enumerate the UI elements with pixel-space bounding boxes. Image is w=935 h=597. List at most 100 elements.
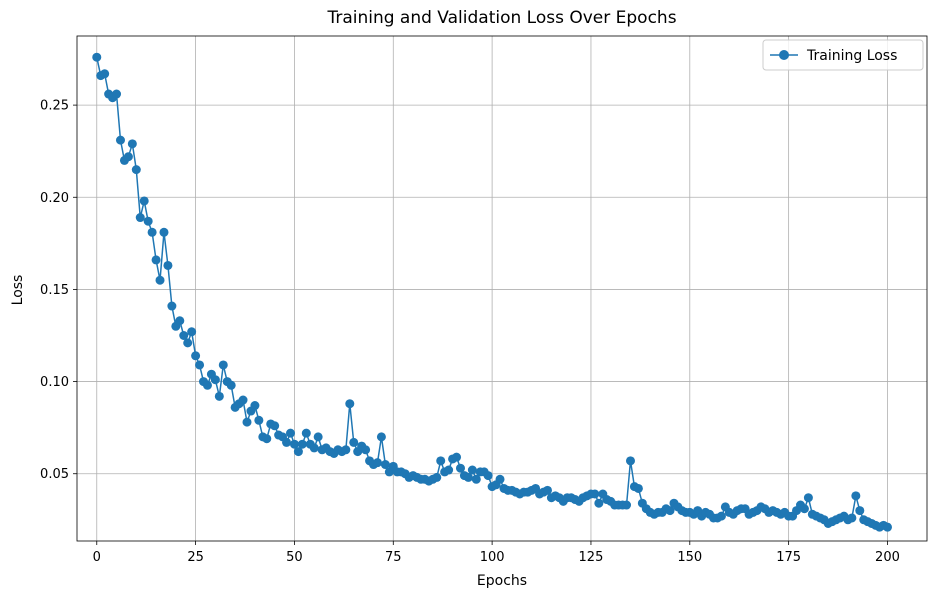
data-point [495, 474, 505, 484]
data-point [92, 52, 102, 62]
data-point [123, 152, 133, 162]
data-point [471, 474, 481, 484]
data-point [131, 165, 141, 175]
data-point [372, 458, 382, 468]
data-point [218, 360, 228, 370]
data-point [313, 432, 323, 442]
x-tick-label: 50 [286, 550, 303, 565]
data-point [250, 401, 260, 411]
data-point [847, 513, 857, 523]
data-point [127, 139, 137, 149]
data-point [855, 506, 865, 516]
data-point [341, 445, 351, 455]
data-point [622, 500, 632, 510]
x-tick-label: 150 [677, 550, 702, 565]
data-point [803, 493, 813, 503]
data-point [115, 135, 125, 145]
data-point [436, 456, 446, 466]
x-ticks: 0 25 50 75 100 125 150 175 200 [93, 541, 900, 565]
data-point [112, 89, 122, 99]
data-point [262, 434, 272, 444]
data-point [851, 491, 861, 501]
x-axis-title: Epochs [477, 573, 527, 589]
y-axis-title: Loss [10, 275, 26, 306]
plot-area-border [76, 35, 928, 542]
data-point [444, 465, 454, 475]
data-point [183, 338, 193, 348]
data-point [293, 447, 303, 457]
x-tick-label: 175 [776, 550, 801, 565]
data-point [467, 465, 477, 475]
data-point [100, 69, 110, 79]
x-tick-label: 25 [187, 550, 204, 565]
x-tick-label: 0 [93, 550, 101, 565]
data-point [195, 360, 205, 370]
x-tick-label: 100 [480, 550, 505, 565]
data-point [625, 456, 635, 466]
data-point [463, 472, 473, 482]
data-point [289, 439, 299, 449]
data-point [594, 498, 604, 508]
data-point [455, 463, 465, 473]
data-point [163, 260, 173, 270]
chart-title: Training and Validation Loss Over Epochs [326, 8, 676, 28]
data-point [452, 452, 462, 462]
data-point [242, 417, 252, 427]
data-point [155, 275, 165, 285]
data-point [483, 471, 493, 481]
data-point [432, 472, 442, 482]
data-point [665, 506, 675, 516]
legend-label-training-loss: Training Loss [806, 48, 897, 64]
y-tick-label: 0.20 [40, 191, 69, 206]
data-point [285, 428, 295, 438]
data-point [799, 504, 809, 514]
data-point [882, 522, 892, 532]
legend-box [762, 39, 924, 71]
data-point [226, 380, 236, 390]
data-point [147, 227, 157, 237]
data-point [210, 375, 220, 385]
x-tick-label: 75 [385, 550, 402, 565]
data-point [175, 316, 185, 326]
data-point [139, 196, 149, 206]
data-point [214, 391, 224, 401]
data-point [179, 331, 189, 340]
series-training-loss [92, 52, 892, 532]
y-tick-label: 0.15 [40, 283, 69, 298]
data-point [151, 255, 161, 265]
y-tick-label: 0.10 [40, 375, 69, 390]
data-point [716, 511, 726, 521]
data-point [376, 432, 386, 442]
data-point [191, 351, 201, 361]
data-point [297, 439, 307, 449]
y-tick-label: 0.25 [40, 99, 69, 114]
y-ticks: 0.05 0.10 0.15 0.20 0.25 [40, 99, 77, 482]
grid-lines [77, 36, 927, 541]
data-point [361, 445, 371, 455]
data-point [159, 227, 169, 237]
legend: Training Loss [762, 39, 924, 71]
axes-frame [76, 35, 928, 542]
data-point [143, 216, 153, 226]
data-point [633, 483, 643, 493]
data-point [167, 301, 177, 311]
data-point [202, 380, 212, 390]
x-tick-label: 200 [875, 550, 900, 565]
data-point [254, 415, 264, 425]
data-point [309, 443, 319, 453]
data-point [270, 421, 280, 431]
y-tick-label: 0.05 [40, 467, 69, 482]
data-point [590, 489, 600, 499]
data-point [238, 395, 248, 405]
data-point [542, 485, 552, 495]
data-point [187, 327, 197, 337]
data-point [135, 213, 145, 223]
data-point [282, 437, 292, 447]
legend-marker-swatch [779, 50, 789, 60]
data-point [349, 437, 359, 447]
data-point [345, 399, 355, 409]
data-point [301, 428, 311, 438]
data-point [380, 460, 390, 470]
